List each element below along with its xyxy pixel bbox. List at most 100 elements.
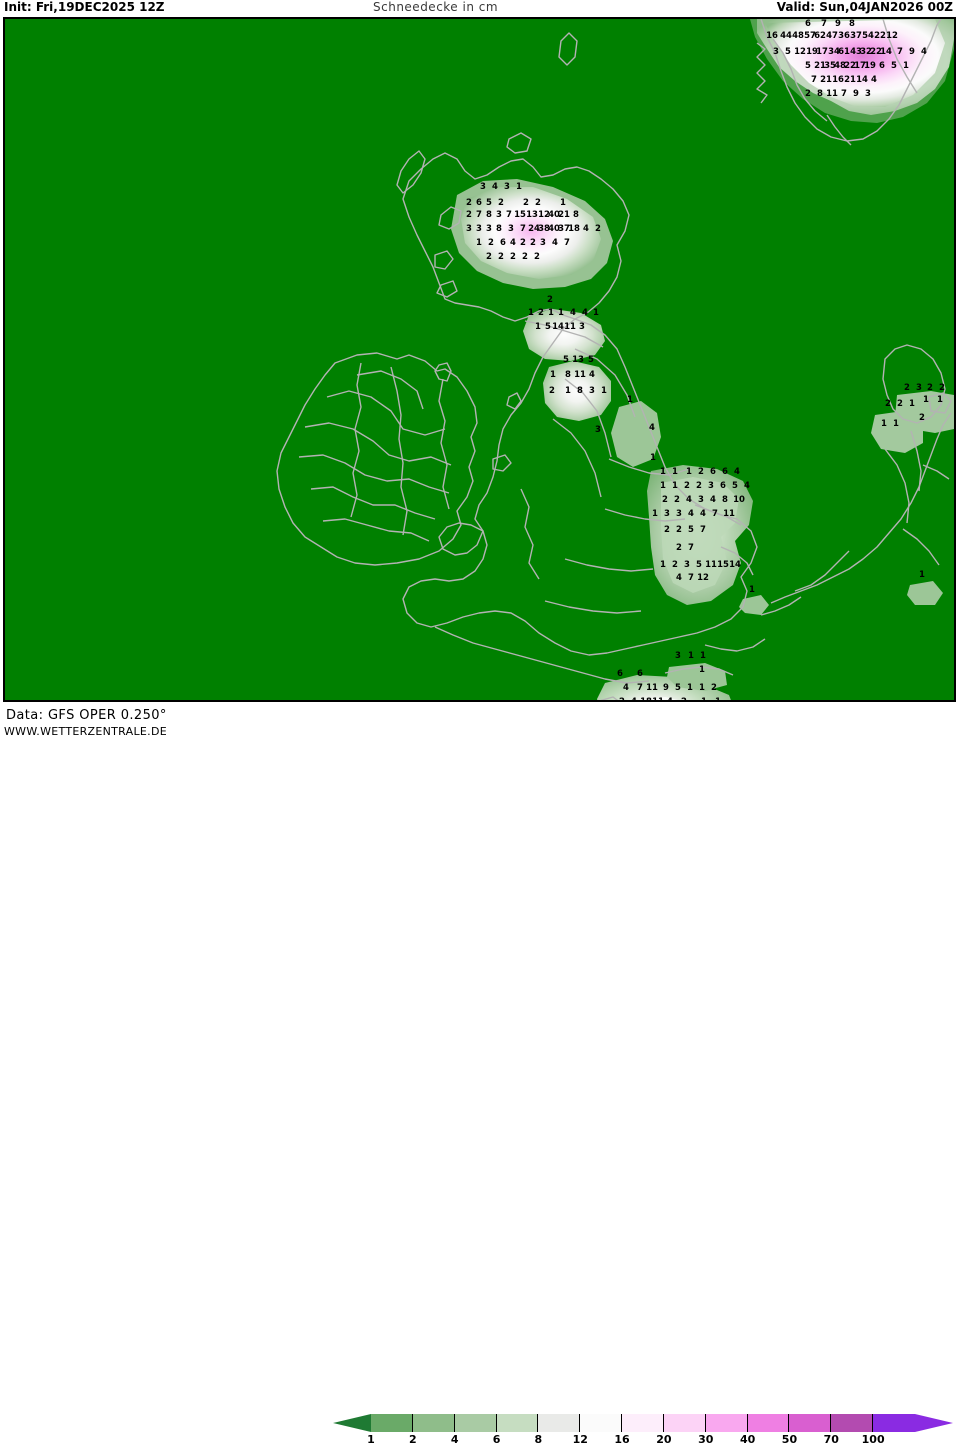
snow-value-label: 1: [749, 585, 755, 595]
snow-value-label: 18: [568, 224, 580, 234]
colorbar-tick: 100: [861, 1433, 885, 1446]
snow-value-label: 18: [640, 697, 652, 700]
colorbar-tick: 1: [367, 1433, 375, 1446]
coast-isle-of-wight: [599, 696, 619, 700]
snow-value-label: 32: [860, 47, 872, 57]
border-ireland-8: [438, 378, 450, 510]
coast-norway-inner: [772, 38, 828, 122]
snow-value-label: 3: [589, 386, 595, 396]
snow-value-label: 1: [715, 697, 721, 700]
header-bar: Init: Fri,19DEC2025 12Z Schneedecke in c…: [0, 0, 959, 16]
border-england-counties-5: [604, 508, 686, 522]
snow-value-label: 47: [826, 31, 838, 41]
snow-value-label: 2: [523, 198, 529, 208]
snow-value-label: 7: [637, 683, 643, 693]
shading-belgium: [739, 595, 769, 615]
snow-value-label: 2: [547, 295, 553, 305]
snow-value-label: 3: [540, 238, 546, 248]
snow-value-label: 4: [871, 75, 877, 85]
colorbar-swatch: [412, 1414, 455, 1432]
snow-value-label: 2: [538, 308, 544, 318]
snow-value-label: 6: [720, 481, 726, 491]
snow-value-label: 8: [496, 224, 502, 234]
colorbar-tick: 6: [492, 1433, 501, 1446]
snow-value-label: 2: [498, 252, 504, 262]
snow-value-label: 4: [492, 182, 498, 192]
snow-value-label: 8: [817, 89, 823, 99]
snow-value-label: 1: [601, 386, 607, 396]
snow-value-label: 1: [909, 399, 915, 409]
snow-value-label: 14: [856, 75, 868, 85]
snow-value-label: 1: [528, 308, 534, 318]
colorbar-tick: 40: [739, 1433, 756, 1446]
shading-norway-core: [765, 19, 945, 107]
colorbar-tick: 70: [823, 1433, 839, 1446]
snow-value-label: 4: [688, 509, 694, 519]
coast-denmark: [882, 344, 946, 424]
snow-value-label: 4: [676, 573, 682, 583]
snow-value-label: 7: [688, 543, 694, 553]
coast-humber: [694, 504, 742, 526]
snow-value-label: 21: [844, 75, 856, 85]
snow-value-label: 1: [688, 651, 694, 661]
colorbar-swatch: [705, 1414, 748, 1432]
snow-value-label: 2: [696, 481, 702, 491]
colorbar-swatch: [873, 1414, 915, 1432]
snow-value-label: 5: [696, 560, 702, 570]
snow-value-label: 3: [773, 47, 779, 57]
snow-value-label: 12: [886, 31, 898, 41]
snow-value-label: 3: [708, 481, 714, 491]
snow-value-label: 1: [672, 481, 678, 491]
snow-value-label: 4: [570, 308, 576, 318]
snow-value-label: 2: [530, 238, 536, 248]
snow-value-label: 1: [660, 467, 666, 477]
snow-value-label: 38: [538, 224, 550, 234]
snow-value-label: 2: [535, 198, 541, 208]
snow-value-label: 1: [701, 697, 707, 700]
snow-value-label: 14: [729, 560, 741, 570]
coast-mull: [434, 250, 454, 270]
snow-value-label: 4: [582, 308, 588, 318]
snow-value-label: 2: [662, 495, 668, 505]
colorbar-tick: 20: [656, 1433, 672, 1446]
snow-value-label: 3: [675, 651, 681, 661]
colorbar-swatch: [789, 1414, 832, 1432]
snow-value-label: 3: [476, 224, 482, 234]
map-canvas[interactable]: 6 7 9 8 16 44 48 57 62 47 36 37 54 22 12 3 5 12 19 17 34 61 43…: [3, 17, 956, 702]
snow-value-label: 3: [698, 495, 704, 505]
snow-value-label: 1: [686, 467, 692, 477]
snow-value-label: 16: [832, 75, 844, 85]
snow-value-label: 3: [595, 425, 601, 435]
snow-value-label: 7: [841, 89, 847, 99]
border-wales-england: [520, 488, 540, 580]
snow-value-label: 8: [486, 210, 492, 220]
snow-value-label: 3: [664, 509, 670, 519]
snow-value-label: 5: [675, 683, 681, 693]
snow-value-label: 7: [821, 19, 827, 29]
snow-value-label: 7: [811, 75, 817, 85]
border-be-nl: [794, 550, 850, 592]
snow-value-label: 2: [466, 198, 472, 208]
snow-value-label: 11: [652, 697, 664, 700]
snow-value-label: 17: [816, 47, 828, 57]
snow-value-label: 6: [617, 669, 623, 679]
snow-value-label: 6: [805, 19, 811, 29]
snow-value-label: 6: [500, 238, 506, 248]
snow-value-label: 2: [919, 413, 925, 423]
snow-value-label: 1: [700, 651, 706, 661]
snow-value-label: 44: [780, 31, 792, 41]
snow-value-label: 8: [565, 370, 571, 380]
snow-value-label: 61: [838, 47, 850, 57]
colorbar-over-arrow: [915, 1414, 953, 1432]
snow-value-label: 2: [885, 399, 891, 409]
coast-continental: [770, 412, 952, 604]
snow-value-label: 5: [785, 47, 791, 57]
snow-value-label: 13: [572, 355, 584, 365]
border-scotland-england: [524, 320, 604, 348]
snow-value-label: 11: [646, 683, 658, 693]
snow-value-label: 5: [545, 322, 551, 332]
snow-value-label: 3: [579, 322, 585, 332]
snow-value-label: 1: [593, 308, 599, 318]
snow-value-label: 3: [480, 182, 486, 192]
